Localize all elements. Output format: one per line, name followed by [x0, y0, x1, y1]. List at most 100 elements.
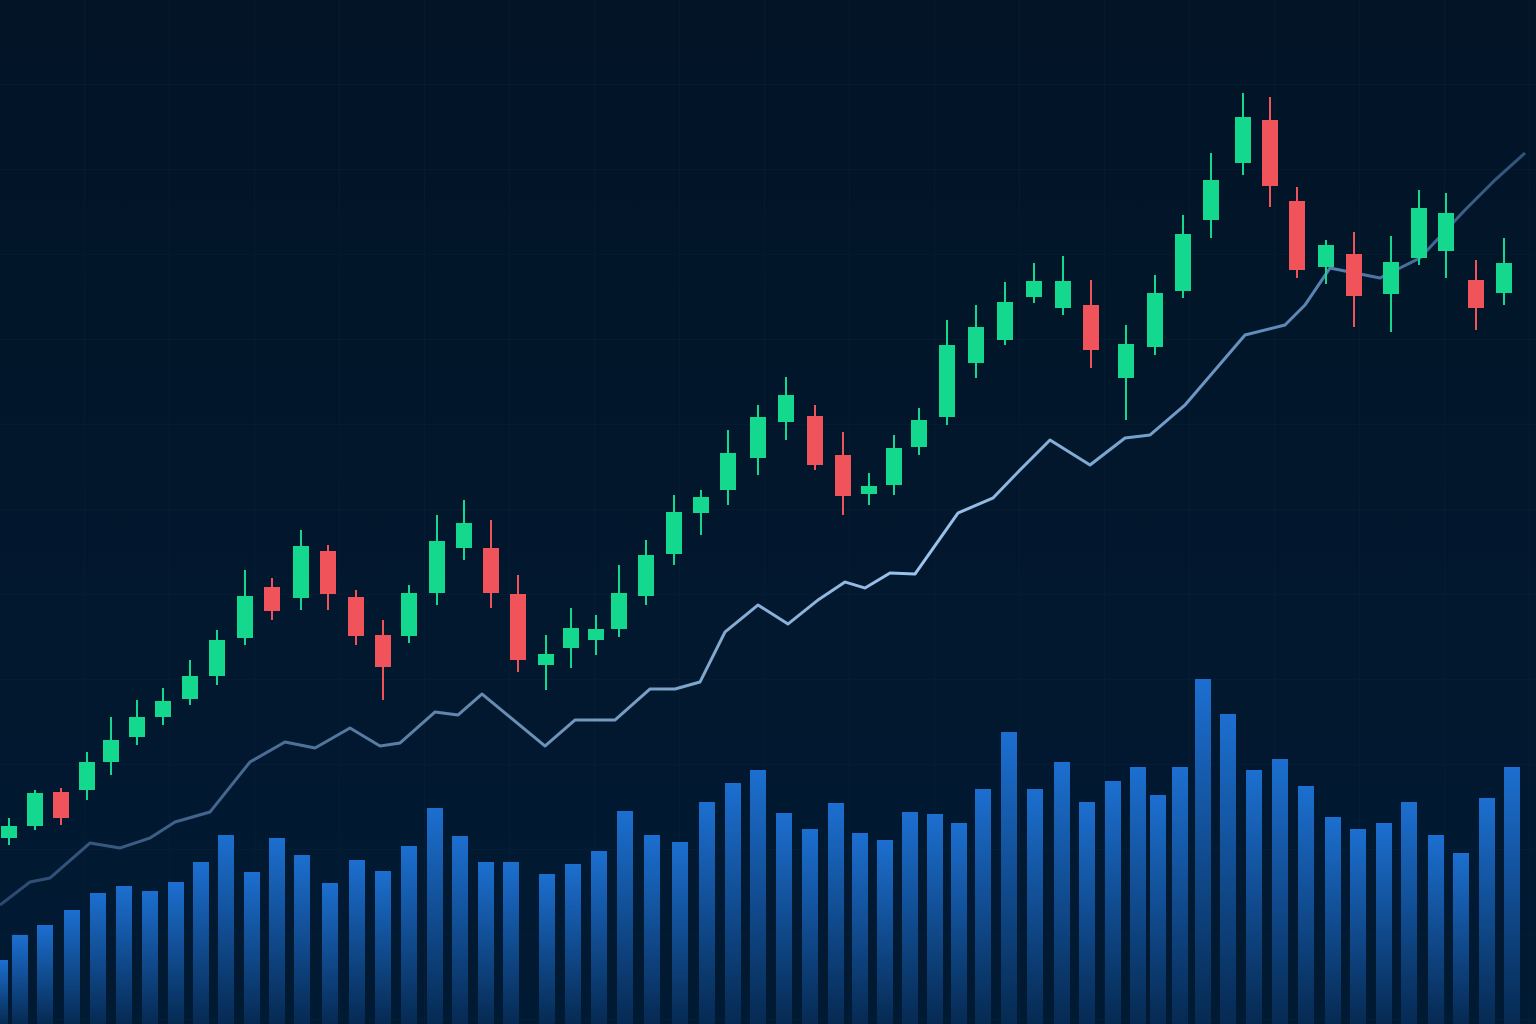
- volume-bar: [828, 803, 844, 1024]
- candle-body: [886, 448, 902, 485]
- volume-bar: [503, 862, 519, 1024]
- volume-bar: [951, 823, 967, 1024]
- volume-bar: [1350, 829, 1366, 1024]
- candle-body: [1175, 234, 1191, 291]
- volume-bar: [1054, 762, 1070, 1024]
- candle-body: [1055, 281, 1071, 308]
- volume-bar: [877, 840, 893, 1024]
- candle-body: [588, 629, 604, 640]
- candle-body: [1318, 245, 1334, 267]
- candle-body: [611, 593, 627, 629]
- volume-bar: [617, 811, 633, 1024]
- volume-bar: [1401, 802, 1417, 1024]
- volume-bar: [1479, 798, 1495, 1024]
- candle-body: [835, 455, 851, 496]
- candle-body: [1083, 305, 1099, 350]
- candle-body: [1147, 293, 1163, 347]
- volume-bar: [672, 842, 688, 1024]
- candle-body: [320, 551, 336, 594]
- volume-bar: [1298, 786, 1314, 1024]
- candle-body: [456, 523, 472, 548]
- candle-body: [861, 486, 877, 494]
- volume-bar: [1027, 789, 1043, 1024]
- candle-body: [182, 676, 198, 699]
- volume-bar: [37, 925, 53, 1024]
- volume-bar: [90, 893, 106, 1024]
- candle-body: [237, 596, 253, 638]
- volume-bar: [427, 808, 443, 1024]
- candle-body: [27, 793, 43, 826]
- candle-body: [1026, 281, 1042, 297]
- volume-bar: [349, 860, 365, 1024]
- candle-body: [103, 740, 119, 762]
- volume-bar: [852, 833, 868, 1024]
- candle-body: [1468, 280, 1484, 308]
- candle-body: [1496, 263, 1512, 293]
- volume-bar: [269, 838, 285, 1024]
- volume-bar: [1150, 795, 1166, 1024]
- candle-body: [375, 635, 391, 667]
- candle-body: [129, 717, 145, 737]
- volume-bar: [927, 814, 943, 1024]
- volume-bar: [1325, 817, 1341, 1024]
- trend-line: [0, 151, 1527, 907]
- candle-body: [807, 416, 823, 465]
- volume-bar: [294, 855, 310, 1024]
- candle-body: [1235, 117, 1251, 163]
- candle-body: [939, 345, 955, 417]
- volume-bar: [1130, 767, 1146, 1024]
- candle-body: [1411, 208, 1427, 258]
- volume-bar: [699, 802, 715, 1024]
- volume-bar: [0, 960, 8, 1024]
- volume-bar: [244, 872, 260, 1024]
- candle-body: [1203, 180, 1219, 220]
- volume-bar: [1105, 781, 1121, 1024]
- candle-body: [693, 497, 709, 513]
- volume-bar: [218, 835, 234, 1024]
- volume-bar: [776, 813, 792, 1024]
- volume-bar: [1453, 853, 1469, 1024]
- volume-bar: [64, 910, 80, 1024]
- volume-bar: [1195, 679, 1211, 1024]
- volume-bar: [452, 836, 468, 1024]
- candle-body: [997, 302, 1013, 340]
- candle-body: [720, 453, 736, 490]
- candle-body: [264, 587, 280, 611]
- volume-bar: [750, 770, 766, 1024]
- candle-body: [968, 327, 984, 363]
- candle-body: [1346, 254, 1362, 296]
- candle-body: [483, 548, 499, 593]
- candle-body: [429, 541, 445, 593]
- volume-bar: [193, 862, 209, 1024]
- candle-body: [79, 762, 95, 790]
- candle-body: [750, 417, 766, 458]
- volume-bar: [1079, 802, 1095, 1024]
- volume-bar: [1272, 759, 1288, 1024]
- volume-bar: [322, 883, 338, 1024]
- candle-body: [666, 512, 682, 554]
- volume-bar: [1376, 823, 1392, 1024]
- volume-bar: [802, 829, 818, 1024]
- candle-body: [563, 628, 579, 648]
- candle-body: [1118, 344, 1134, 378]
- volume-bar: [1504, 767, 1520, 1024]
- volume-bar: [375, 871, 391, 1024]
- candle-body: [1289, 201, 1305, 270]
- volume-bar: [975, 789, 991, 1024]
- volume-bar: [478, 862, 494, 1024]
- candle-body: [1438, 213, 1454, 251]
- volume-bar: [565, 864, 581, 1024]
- volume-bar: [116, 886, 132, 1024]
- volume-bar: [591, 851, 607, 1024]
- candle-body: [209, 640, 225, 676]
- candle-body: [348, 597, 364, 636]
- volume-bar: [902, 812, 918, 1024]
- candle-body: [1383, 262, 1399, 294]
- candle-body: [538, 654, 554, 665]
- candle-body: [293, 546, 309, 598]
- volume-bar: [539, 874, 555, 1024]
- volume-bar: [401, 846, 417, 1024]
- candle-body: [53, 792, 69, 818]
